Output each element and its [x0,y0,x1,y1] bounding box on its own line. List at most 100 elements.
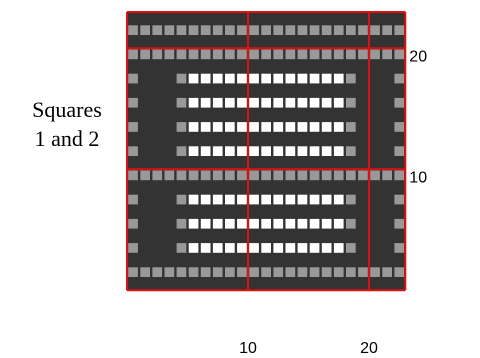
grid-cell [176,194,187,205]
side-label-line-1: Squares [32,97,102,122]
grid-cell [176,97,187,108]
grid-cell [237,170,247,181]
grid-cell [225,170,235,181]
grid-cell [225,267,235,277]
grid-cell [297,267,308,277]
grid-cell [297,122,308,132]
grid-cell [140,49,150,60]
grid-cell [333,73,344,84]
grid-cell [200,25,211,35]
grid-cell [321,170,332,181]
grid-cell [333,218,344,229]
grid-cell [321,97,332,108]
grid-cell [237,194,247,205]
grid-cell [200,170,211,181]
grid-cell [200,146,211,156]
grid-cell [309,49,320,60]
grid-cell [285,49,296,60]
grid-cell [273,122,284,132]
grid-cell [285,218,296,229]
grid-cell [333,170,344,181]
grid-cell [370,267,380,277]
grid-cell [309,243,320,253]
grid-cell [176,146,187,156]
grid-cell [212,170,223,181]
y-tick-label: 10 [409,169,427,186]
grid-cell [358,170,368,181]
grid-cell [333,122,344,132]
grid-cell [394,194,405,205]
grid-cell [370,49,380,60]
grid-cell [261,25,271,35]
grid-cell [321,122,332,132]
grid-cell [346,49,356,60]
grid-cell [394,97,405,108]
grid-cell [273,267,284,277]
grid-cell [273,49,284,60]
grid-cell [285,122,296,132]
grid-cell [297,97,308,108]
grid-cell [297,49,308,60]
grid-cell [140,267,150,277]
grid-cell [225,25,235,35]
grid-cell [261,194,271,205]
grid-cell [273,170,284,181]
side-label-line-2: 1 and 2 [34,126,100,151]
grid-cell [237,49,247,60]
grid-cell [297,170,308,181]
grid-cell [321,243,332,253]
grid-cell [212,267,223,277]
x-tick-label: 10 [239,340,257,357]
grid-cell [128,194,138,205]
grid-cell [394,243,405,253]
grid-cell [152,267,163,277]
grid-cell [152,49,163,60]
grid-cell [188,73,199,84]
grid-cell [382,25,392,35]
grid-cell [188,267,199,277]
grid-cell [128,122,138,132]
grid-cell [321,194,332,205]
grid-cell [237,97,247,108]
grid-cell [346,170,356,181]
grid-cell [237,73,247,84]
grid-cell [285,243,296,253]
grid-cell [128,73,138,84]
grid-cell [394,218,405,229]
grid-cell [188,243,199,253]
grid-cell [249,146,259,156]
grid-cell [394,267,405,277]
grid-cell [212,194,223,205]
grid-cell [394,146,405,156]
grid-cell [225,194,235,205]
grid-cell [309,97,320,108]
grid-cell [128,267,138,277]
grid-cell [321,146,332,156]
grid-cell [188,146,199,156]
grid-cell [188,49,199,60]
grid-cell [176,243,187,253]
grid-cell [164,25,175,35]
grid-cell [128,243,138,253]
grid-cell [140,25,150,35]
grid-cell [333,267,344,277]
grid-cell [370,25,380,35]
grid-cell [140,170,150,181]
grid-cell [164,170,175,181]
grid-cell [188,194,199,205]
grid-cell [200,122,211,132]
grid-cell [370,170,380,181]
grid-cell [225,49,235,60]
grid-cell [200,243,211,253]
grid-cell [128,146,138,156]
grid-cell [176,267,187,277]
grid-cell [394,49,405,60]
grid-cell [225,122,235,132]
grid-cell [297,194,308,205]
grid-cell [358,25,368,35]
grid-cell [249,25,259,35]
grid-cell [152,170,163,181]
grid-cell [285,25,296,35]
grid-cell [346,25,356,35]
